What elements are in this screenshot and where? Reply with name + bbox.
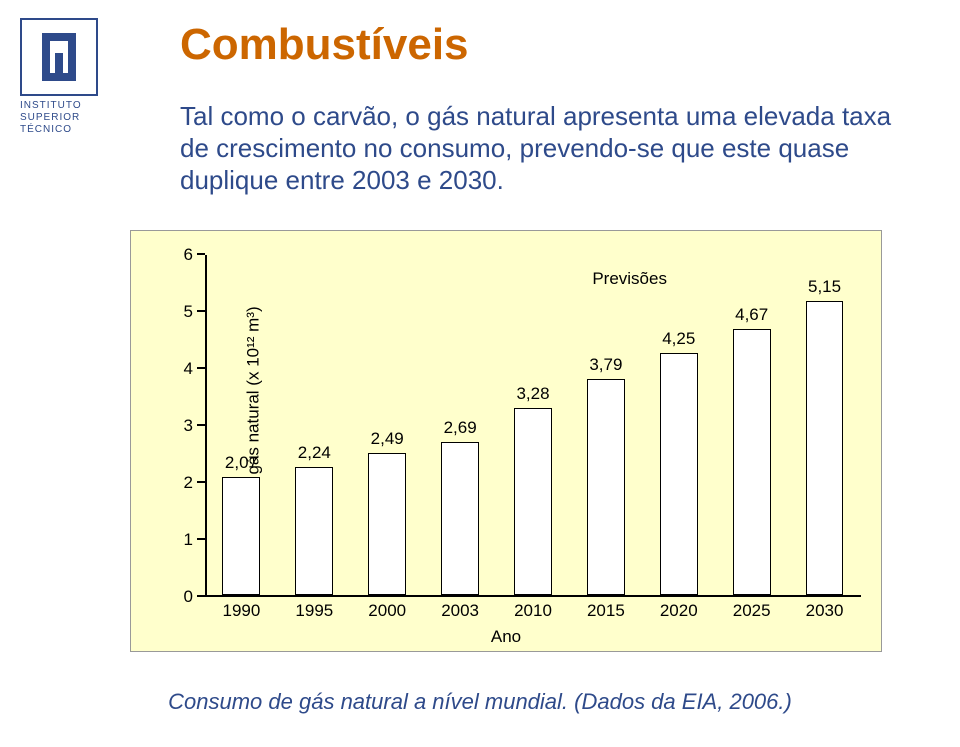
x-tick-label: 2015 <box>587 601 625 621</box>
y-tick-label: 6 <box>184 245 193 265</box>
bar-chart: Consumo de gás natural (x 10¹² m³) 01234… <box>130 230 882 652</box>
x-tick-label: 2030 <box>806 601 844 621</box>
bar-value-label: 3,79 <box>589 355 622 375</box>
logo-line-2: SUPERIOR <box>20 112 98 124</box>
x-tick-label: 2020 <box>660 601 698 621</box>
chart-bar <box>295 467 333 595</box>
y-tick-label: 1 <box>184 530 193 550</box>
bar-value-label: 5,15 <box>808 277 841 297</box>
logo-icon <box>20 18 98 96</box>
y-tick-label: 0 <box>184 587 193 607</box>
chart-bar <box>441 442 479 595</box>
y-tick-label: 2 <box>184 473 193 493</box>
chart-bar <box>806 301 844 595</box>
y-tick-label: 4 <box>184 359 193 379</box>
x-axis-label: Ano <box>131 627 881 647</box>
chart-bar <box>660 353 698 595</box>
x-axis <box>205 595 861 597</box>
logo-line-1: INSTITUTO <box>20 100 98 112</box>
chart-bar <box>514 408 552 595</box>
chart-bar <box>368 453 406 595</box>
y-tick <box>197 538 205 540</box>
bar-value-label: 2,07 <box>225 453 258 473</box>
y-tick <box>197 310 205 312</box>
slide: INSTITUTO SUPERIOR TÉCNICO Combustíveis … <box>0 0 960 747</box>
y-tick <box>197 424 205 426</box>
chart-bar <box>222 477 260 595</box>
institution-logo: INSTITUTO SUPERIOR TÉCNICO <box>20 18 98 136</box>
slide-paragraph: Tal como o carvão, o gás natural apresen… <box>180 100 900 196</box>
y-tick <box>197 481 205 483</box>
forecast-label: Previsões <box>592 269 667 289</box>
bar-value-label: 2,49 <box>371 429 404 449</box>
y-tick-label: 5 <box>184 302 193 322</box>
figure-caption: Consumo de gás natural a nível mundial. … <box>0 689 960 715</box>
bar-value-label: 4,67 <box>735 305 768 325</box>
y-tick <box>197 595 205 597</box>
x-tick-label: 2000 <box>368 601 406 621</box>
y-tick <box>197 367 205 369</box>
bar-value-label: 2,69 <box>444 418 477 438</box>
slide-title: Combustíveis <box>180 20 469 70</box>
y-axis <box>205 255 207 597</box>
bar-value-label: 3,28 <box>516 384 549 404</box>
x-tick-label: 2010 <box>514 601 552 621</box>
y-tick-label: 3 <box>184 416 193 436</box>
bar-value-label: 4,25 <box>662 329 695 349</box>
chart-bar <box>587 379 625 595</box>
x-tick-label: 2003 <box>441 601 479 621</box>
logo-text: INSTITUTO SUPERIOR TÉCNICO <box>20 100 98 136</box>
logo-line-3: TÉCNICO <box>20 124 98 136</box>
x-tick-label: 1990 <box>223 601 261 621</box>
chart-bar <box>733 329 771 595</box>
bar-value-label: 2,24 <box>298 443 331 463</box>
x-tick-label: 1995 <box>295 601 333 621</box>
plot-area: 01234562,0719902,2419952,4920002,6920033… <box>205 255 861 597</box>
y-tick <box>197 253 205 255</box>
x-tick-label: 2025 <box>733 601 771 621</box>
